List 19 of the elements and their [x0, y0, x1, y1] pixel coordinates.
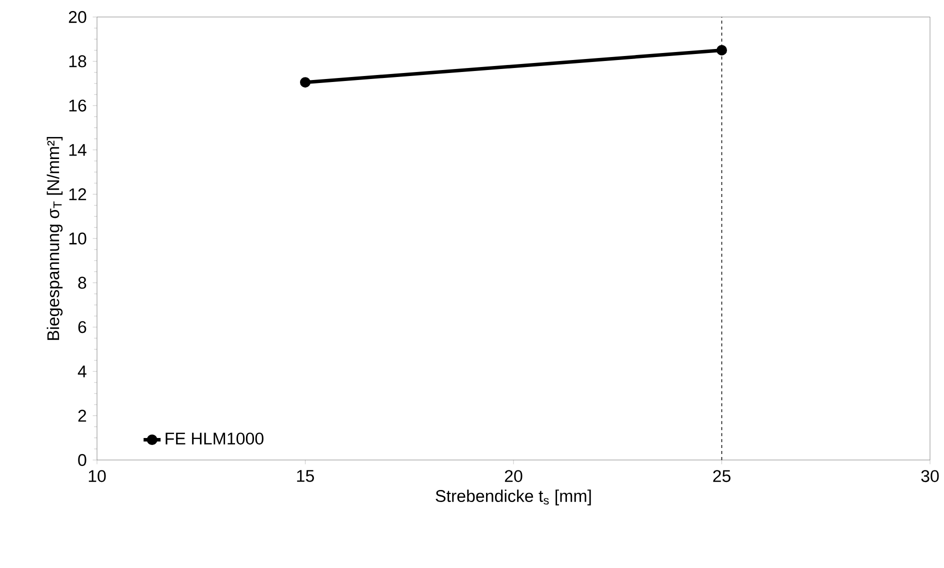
y-tick-label: 6 — [78, 321, 86, 334]
y-tick-label: 16 — [69, 100, 86, 112]
y-tick-label: 18 — [69, 55, 86, 68]
y-tick-label: 0 — [78, 454, 86, 466]
x-tick-label: 10 — [88, 470, 106, 482]
y-tick-label: 4 — [78, 366, 86, 378]
y-tick-label: 2 — [78, 410, 86, 422]
x-axis-title: Strebendicke t$_{s}$ [mm] — [436, 490, 591, 506]
y-tick-label: 8 — [78, 276, 86, 289]
x-tick-label: 25 — [713, 470, 730, 482]
x-tick-label: 20 — [504, 470, 522, 482]
legend-label: FE HLM1000 — [166, 432, 264, 445]
x-tick-label: 30 — [921, 470, 939, 482]
y-tick-label: 12 — [69, 188, 86, 200]
y-axis-title: Biegespannung σ$_{T}$ [N/mm²] — [46, 136, 63, 340]
y-tick-label: 10 — [69, 232, 86, 244]
y-tick-label: 20 — [68, 10, 86, 23]
x-tick-label: 15 — [297, 470, 314, 482]
y-tick-label: 14 — [69, 144, 86, 156]
